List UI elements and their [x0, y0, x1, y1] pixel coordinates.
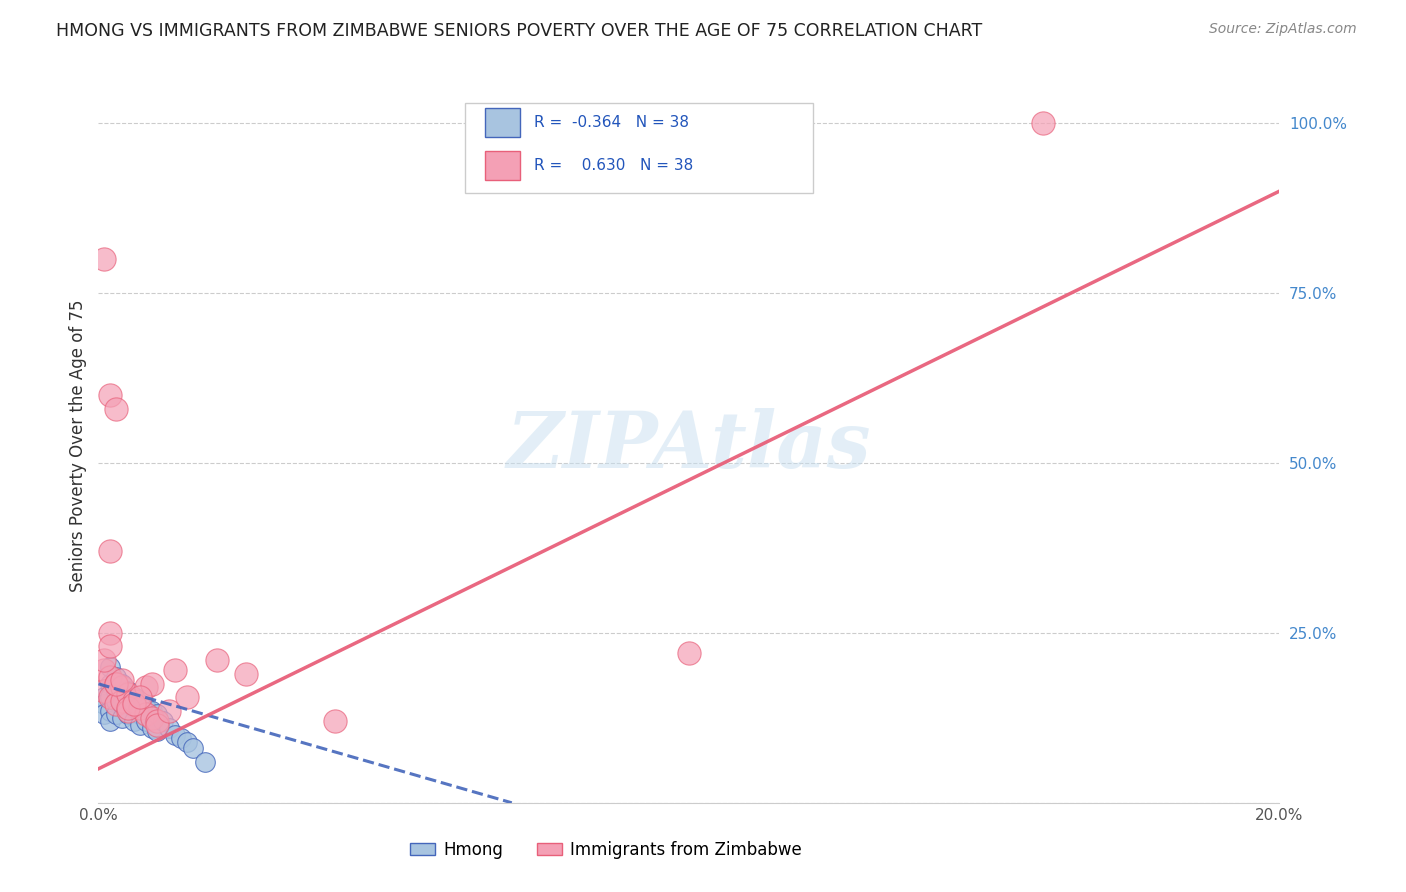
Point [128, 707, 150, 722]
Point [93, 707, 115, 722]
Point [122, 700, 145, 714]
Point [98, 388, 121, 402]
Point [170, 731, 193, 746]
Point [135, 680, 157, 694]
Bar [485, 152, 520, 180]
Point [93, 252, 115, 266]
Point [117, 704, 139, 718]
Point [128, 700, 150, 714]
Legend: Hmong, Immigrants from Zimbabwe: Hmong, Immigrants from Zimbabwe [404, 835, 808, 866]
Point [98, 704, 121, 718]
Point [122, 694, 145, 708]
Point [111, 680, 134, 694]
Point [135, 707, 157, 722]
Point [98, 670, 121, 684]
Point [135, 700, 157, 714]
Point [111, 694, 134, 708]
Text: HMONG VS IMMIGRANTS FROM ZIMBABWE SENIORS POVERTY OVER THE AGE OF 75 CORRELATION: HMONG VS IMMIGRANTS FROM ZIMBABWE SENIOR… [56, 22, 983, 40]
Point [128, 698, 150, 712]
Point [122, 698, 145, 712]
Point [1032, 116, 1054, 130]
Point [152, 714, 174, 729]
Point [157, 721, 180, 735]
Point [117, 700, 139, 714]
Point [105, 694, 128, 708]
Point [205, 653, 228, 667]
Point [194, 755, 217, 769]
Point [93, 683, 115, 698]
Point [141, 721, 163, 735]
Point [105, 683, 128, 698]
Point [678, 646, 700, 660]
Point [165, 663, 187, 677]
Point [128, 717, 150, 731]
Point [117, 683, 139, 698]
Point [146, 707, 169, 722]
Point [111, 711, 134, 725]
Point [98, 544, 121, 558]
Point [105, 670, 128, 684]
Point [105, 677, 128, 691]
Point [141, 711, 163, 725]
Point [111, 687, 134, 701]
Text: ZIPAtlas: ZIPAtlas [506, 408, 872, 484]
Y-axis label: Seniors Poverty Over the Age of 75: Seniors Poverty Over the Age of 75 [69, 300, 87, 592]
Point [157, 704, 180, 718]
Point [235, 666, 257, 681]
Point [98, 640, 121, 654]
Point [98, 690, 121, 705]
Point [98, 690, 121, 705]
Point [165, 728, 187, 742]
Point [117, 707, 139, 722]
Point [146, 724, 169, 739]
Point [128, 690, 150, 705]
Point [111, 677, 134, 691]
Point [98, 677, 121, 691]
Point [181, 741, 204, 756]
Point [98, 660, 121, 674]
Point [93, 653, 115, 667]
Bar [485, 109, 520, 137]
Point [122, 714, 145, 729]
Point [93, 690, 115, 705]
Point [105, 401, 128, 416]
Point [141, 677, 163, 691]
Point [111, 698, 134, 712]
FancyBboxPatch shape [464, 103, 813, 193]
Point [117, 687, 139, 701]
Point [98, 626, 121, 640]
Point [146, 717, 169, 731]
Point [105, 677, 128, 691]
Text: R =    0.630   N = 38: R = 0.630 N = 38 [534, 158, 693, 173]
Point [105, 707, 128, 722]
Point [122, 690, 145, 705]
Point [323, 714, 346, 729]
Text: R =  -0.364   N = 38: R = -0.364 N = 38 [534, 115, 689, 130]
Point [135, 714, 157, 729]
Point [117, 694, 139, 708]
Point [98, 714, 121, 729]
Point [93, 698, 115, 712]
Point [93, 663, 115, 677]
Text: Source: ZipAtlas.com: Source: ZipAtlas.com [1209, 22, 1357, 37]
Point [111, 673, 134, 688]
Point [176, 734, 198, 748]
Point [141, 704, 163, 718]
Point [105, 698, 128, 712]
Point [176, 690, 198, 705]
Point [146, 714, 169, 729]
